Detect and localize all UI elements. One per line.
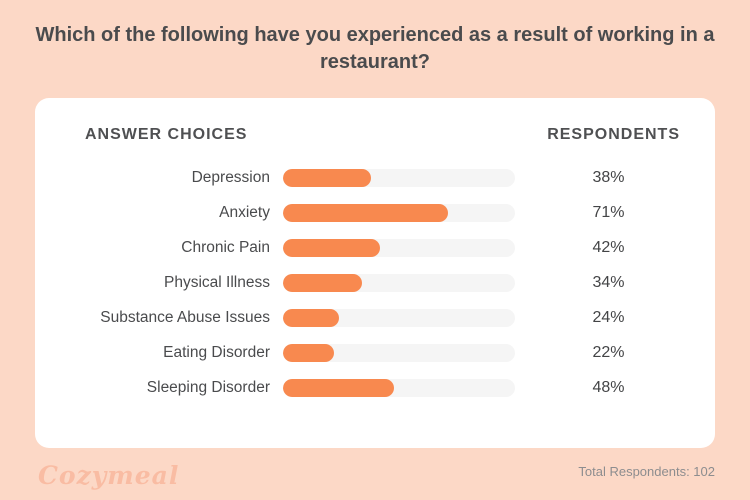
bar-track: [283, 308, 515, 327]
table-row: Substance Abuse Issues 24%: [85, 300, 680, 335]
table-row: Chronic Pain 42%: [85, 230, 680, 265]
bar-fill: [283, 203, 448, 222]
answer-choices-header: ANSWER CHOICES: [85, 126, 248, 143]
bar-fill: [283, 168, 372, 187]
table-header-row: ANSWER CHOICES RESPONDENTS: [85, 126, 680, 144]
bar-track: [283, 238, 515, 257]
bar-track: [283, 203, 515, 222]
answer-label: Substance Abuse Issues: [100, 308, 270, 326]
answer-label: Sleeping Disorder: [146, 378, 270, 396]
results-card: ANSWER CHOICES RESPONDENTS Depression 38…: [35, 98, 715, 448]
answer-label: Depression: [191, 168, 270, 186]
total-respondents-label: Total Respondents: 102: [578, 464, 715, 479]
respondent-percent: 48%: [592, 378, 625, 396]
cozymeal-logo: Cozymeal: [38, 461, 180, 490]
respondent-percent: 38%: [592, 168, 625, 186]
respondent-percent: 34%: [592, 273, 625, 291]
respondent-percent: 22%: [592, 343, 625, 361]
bar-fill: [283, 273, 362, 292]
respondent-percent: 24%: [592, 308, 625, 326]
table-row: Depression 38%: [85, 160, 680, 195]
bar-fill: [283, 308, 339, 327]
bar-track: [283, 378, 515, 397]
bar-chart-rows: Depression 38% Anxiety 71% Chronic Pain …: [85, 160, 680, 405]
answer-label: Eating Disorder: [163, 343, 270, 361]
table-row: Physical Illness 34%: [85, 265, 680, 300]
table-row: Anxiety 71%: [85, 195, 680, 230]
table-row: Eating Disorder 22%: [85, 335, 680, 370]
bar-track: [283, 168, 515, 187]
table-row: Sleeping Disorder 48%: [85, 370, 680, 405]
bar-fill: [283, 378, 395, 397]
bar-fill: [283, 343, 335, 362]
bar-fill: [283, 238, 381, 257]
chart-title: Which of the following have you experien…: [35, 24, 715, 73]
respondents-header: RESPONDENTS: [547, 126, 680, 143]
bar-track: [283, 273, 515, 292]
answer-label: Chronic Pain: [181, 238, 270, 256]
respondent-percent: 42%: [592, 238, 625, 256]
bar-track: [283, 343, 515, 362]
respondent-percent: 71%: [592, 203, 625, 221]
answer-label: Physical Illness: [164, 273, 270, 291]
answer-label: Anxiety: [219, 203, 270, 221]
